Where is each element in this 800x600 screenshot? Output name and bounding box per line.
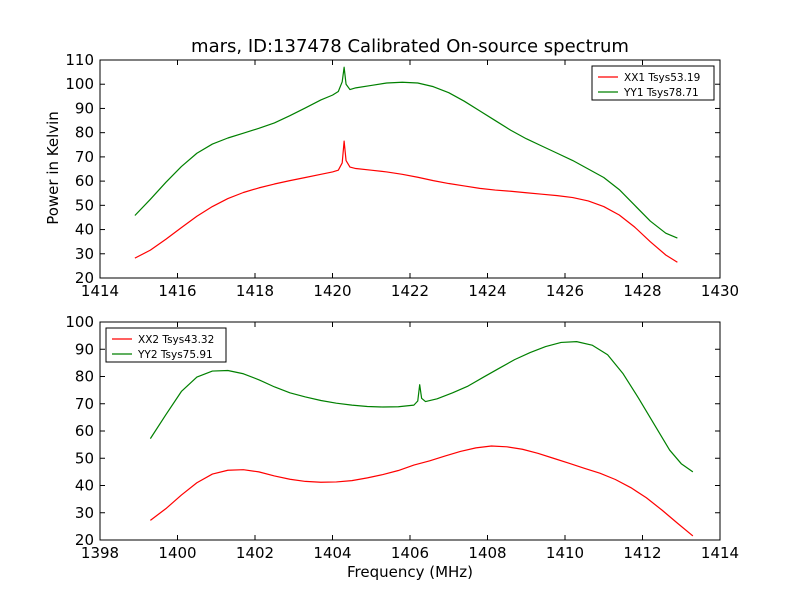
top-x-tick-label: 1416 xyxy=(158,282,196,300)
top-legend-box xyxy=(591,65,715,101)
bottom-x-tick-label: 1398 xyxy=(81,544,119,562)
top-y-tick-label: 70 xyxy=(75,148,94,166)
chart-title: mars, ID:137478 Calibrated On-source spe… xyxy=(191,36,629,57)
bottom-x-tick-label: 1414 xyxy=(701,544,739,562)
top-y-tick-label: 80 xyxy=(75,124,94,142)
bottom-x-tick-label: 1408 xyxy=(468,544,506,562)
bottom-series-line-2 xyxy=(149,341,694,473)
top-y-tick-label: 100 xyxy=(65,75,94,93)
top-series-line-2 xyxy=(134,66,678,239)
top-legend-label-1: XX1 Tsys53.19 xyxy=(624,72,700,84)
top-y-tick-label: 30 xyxy=(75,245,94,263)
bottom-legend-label-2: YY2 Tsys75.91 xyxy=(137,349,213,361)
top-x-tick-label: 1418 xyxy=(236,282,274,300)
bottom-x-tick-label: 1400 xyxy=(158,544,196,562)
top-panel: 1414 1416 1418 1420 1422 1424 1426 1428 1430 20 30… xyxy=(65,51,739,300)
bottom-legend-label-1: XX2 Tsys43.32 xyxy=(138,334,214,346)
bottom-series-line-1 xyxy=(150,445,694,537)
bottom-y-tick-label: 30 xyxy=(75,504,94,522)
top-x-tick-label: 1414 xyxy=(81,282,119,300)
bottom-y-tick-label: 20 xyxy=(75,531,94,549)
bottom-x-tick-label: 1412 xyxy=(623,544,661,562)
bottom-y-tick-label: 60 xyxy=(75,422,94,440)
top-legend-label-2: YY1 Tsys78.71 xyxy=(623,87,699,99)
y-axis-label: Power in Kelvin xyxy=(44,111,62,225)
top-y-tick-label: 110 xyxy=(65,51,94,69)
bottom-x-tick-label: 1404 xyxy=(313,544,351,562)
top-y-tick-label: 50 xyxy=(75,196,94,214)
bottom-y-tick-label: 80 xyxy=(75,368,94,386)
bottom-y-tick-label: 100 xyxy=(65,313,94,331)
bottom-x-tick-label: 1410 xyxy=(546,544,584,562)
bottom-y-tick-label: 50 xyxy=(75,449,94,467)
top-y-tick-label: 60 xyxy=(75,172,94,190)
bottom-x-tick-label: 1406 xyxy=(391,544,429,562)
top-series-line-1 xyxy=(134,140,678,263)
top-x-tick-label: 1426 xyxy=(546,282,584,300)
top-y-tick-label: 90 xyxy=(75,99,94,117)
top-x-tick-label: 1428 xyxy=(623,282,661,300)
top-x-tick-label: 1430 xyxy=(701,282,739,300)
bottom-legend-box xyxy=(105,327,227,363)
top-y-tick-label: 20 xyxy=(75,269,94,287)
bottom-y-tick-label: 40 xyxy=(75,477,94,495)
top-x-tick-label: 1422 xyxy=(391,282,429,300)
bottom-panel: 1398 1400 1402 1404 1406 1408 1410 1412 1414 20 30… xyxy=(65,313,739,562)
top-x-tick-label: 1424 xyxy=(468,282,506,300)
bottom-y-tick-label: 90 xyxy=(75,340,94,358)
x-axis-label: Frequency (MHz) xyxy=(347,563,473,581)
bottom-legend: XX2 Tsys43.32 YY2 Tsys75.91 xyxy=(105,327,227,363)
bottom-x-tick-label: 1402 xyxy=(236,544,274,562)
top-legend: XX1 Tsys53.19 YY1 Tsys78.71 xyxy=(591,65,715,101)
top-y-tick-label: 40 xyxy=(75,221,94,239)
bottom-y-tick-label: 70 xyxy=(75,395,94,413)
top-x-tick-label: 1420 xyxy=(313,282,351,300)
